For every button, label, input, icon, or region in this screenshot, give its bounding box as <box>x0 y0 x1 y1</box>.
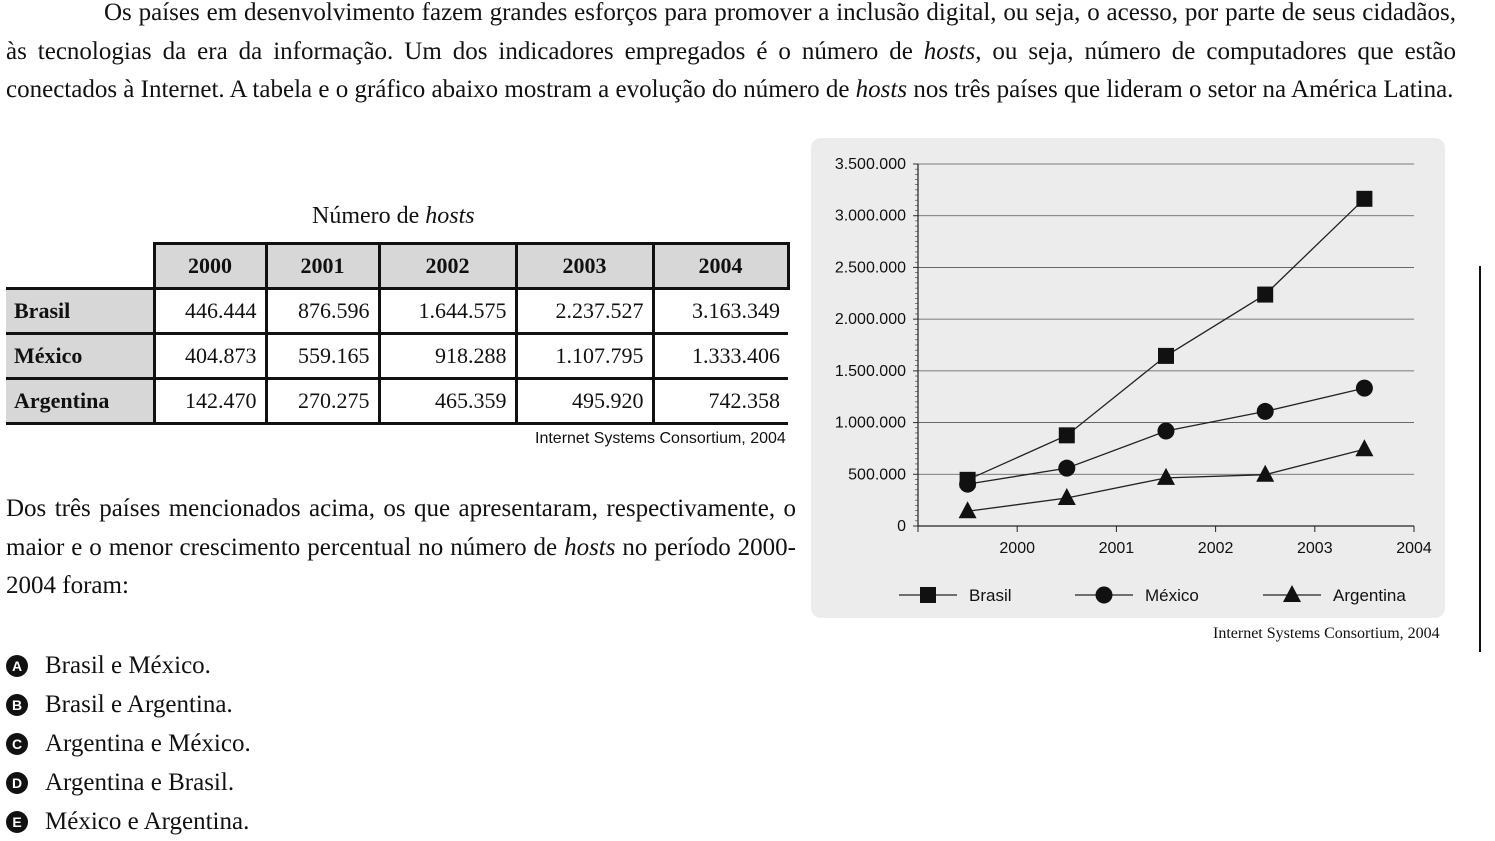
y-tick-label: 1.500.000 <box>835 363 906 380</box>
data-point-2 <box>1157 422 1175 440</box>
legend-marker <box>1283 585 1301 602</box>
option-e[interactable]: E México e Argentina. <box>6 802 251 841</box>
y-tick-label: 500.000 <box>848 466 906 483</box>
country-cell: Brasil <box>6 287 156 335</box>
year-header: 2002 <box>377 242 518 290</box>
data-point-1 <box>1158 347 1174 364</box>
y-tick-label: 2.500.000 <box>835 259 906 276</box>
value-cell: 2.237.527 <box>514 287 655 335</box>
y-tick-label: 3.000.000 <box>835 208 906 225</box>
data-point-2 <box>1355 379 1373 397</box>
legend-label: Brasil <box>969 586 1012 605</box>
legend-label: Argentina <box>1333 586 1406 605</box>
year-header: 2000 <box>152 242 268 290</box>
chart-background <box>811 138 1445 618</box>
chart-source: Internet Systems Consortium, 2004 <box>1213 625 1440 642</box>
year-header: 2003 <box>514 242 655 290</box>
option-a[interactable]: A Brasil e México. <box>6 646 251 685</box>
option-c[interactable]: C Argentina e México. <box>6 724 251 763</box>
question-text: Dos três países mencionados acima, os qu… <box>6 495 796 599</box>
value-cell: 270.275 <box>264 377 381 425</box>
table-title: Número de hosts <box>312 203 475 229</box>
value-cell: 446.444 <box>152 287 268 335</box>
value-cell: 142.470 <box>152 377 268 425</box>
hosts-table: 2000 2001 2002 2003 2004 Brasil 446.444 … <box>6 242 790 425</box>
data-point-1 <box>1257 286 1274 303</box>
option-text: Brasil e México. <box>45 651 211 679</box>
option-text: México e Argentina. <box>45 807 250 835</box>
page-edge-line <box>1479 266 1481 652</box>
legend-marker <box>920 587 936 603</box>
legend-marker <box>1095 586 1113 604</box>
value-cell: 495.920 <box>514 377 655 425</box>
data-point-3 <box>1256 464 1275 482</box>
value-cell: 1.644.575 <box>377 287 518 335</box>
y-tick-label: 2.000.000 <box>835 311 906 328</box>
option-text: Argentina e Brasil. <box>45 768 235 796</box>
option-letter-badge: A <box>6 654 28 677</box>
y-tick-label: 3.500.000 <box>835 156 906 173</box>
y-tick-label: 1.000.000 <box>835 415 906 432</box>
x-tick-label: 2004 <box>1396 540 1432 557</box>
option-b[interactable]: B Brasil e Argentina. <box>6 685 251 724</box>
table-header-row: 2000 2001 2002 2003 2004 <box>6 242 790 290</box>
table-corner-cell <box>6 243 154 289</box>
table-row: Argentina 142.470 270.275 465.359 495.92… <box>6 377 788 425</box>
y-tick-label: 0 <box>897 518 906 535</box>
year-header: 2001 <box>264 242 381 290</box>
data-point-3 <box>1157 467 1175 485</box>
option-text: Brasil e Argentina. <box>45 690 233 718</box>
data-point-2 <box>1256 402 1274 420</box>
value-cell: 876.596 <box>264 287 381 335</box>
intro-paragraph: Os países em desenvolvimento fazem grand… <box>6 0 1456 103</box>
data-point-2 <box>1058 459 1076 477</box>
data-point-3 <box>1057 488 1076 506</box>
option-letter-badge: E <box>6 810 28 833</box>
table-row: Brasil 446.444 876.596 1.644.575 2.237.5… <box>6 287 788 335</box>
year-header: 2004 <box>651 242 790 290</box>
country-cell: México <box>6 332 156 380</box>
x-tick-label: 2003 <box>1297 540 1333 557</box>
data-point-2 <box>959 475 977 493</box>
value-cell: 918.288 <box>377 332 518 380</box>
value-cell: 1.333.406 <box>651 332 788 380</box>
table-row: México 404.873 559.165 918.288 1.107.795… <box>6 332 788 380</box>
data-point-3 <box>958 501 977 519</box>
value-cell: 465.359 <box>377 377 518 425</box>
option-d[interactable]: D Argentina e Brasil. <box>6 763 251 802</box>
table-source: Internet Systems Consortium, 2004 <box>535 430 786 447</box>
value-cell: 404.873 <box>152 332 268 380</box>
option-letter-badge: D <box>6 771 28 794</box>
intro-hosts-term: hosts <box>923 37 976 65</box>
legend-label: México <box>1145 586 1199 605</box>
option-letter-badge: B <box>6 693 28 716</box>
value-cell: 1.107.795 <box>514 332 655 380</box>
data-point-3 <box>1355 439 1374 457</box>
country-cell: Argentina <box>6 377 156 425</box>
x-tick-label: 2000 <box>999 540 1035 557</box>
intro-hosts-term-2: hosts <box>855 76 908 103</box>
x-tick-label: 2002 <box>1198 540 1234 557</box>
data-point-1 <box>1356 190 1373 207</box>
x-tick-label: 2001 <box>1099 540 1135 557</box>
value-cell: 559.165 <box>264 332 381 380</box>
value-cell: 3.163.349 <box>651 287 788 335</box>
value-cell: 742.358 <box>651 377 788 425</box>
option-text: Argentina e México. <box>45 729 251 757</box>
answer-options: A Brasil e México. B Brasil e Argentina. C… <box>6 646 251 841</box>
hosts-line-chart: 0 500.000 1.000.000 1.500.000 2.000.000 2.500… <box>835 156 1432 605</box>
option-letter-badge: C <box>6 732 28 755</box>
data-point-1 <box>1058 427 1075 444</box>
